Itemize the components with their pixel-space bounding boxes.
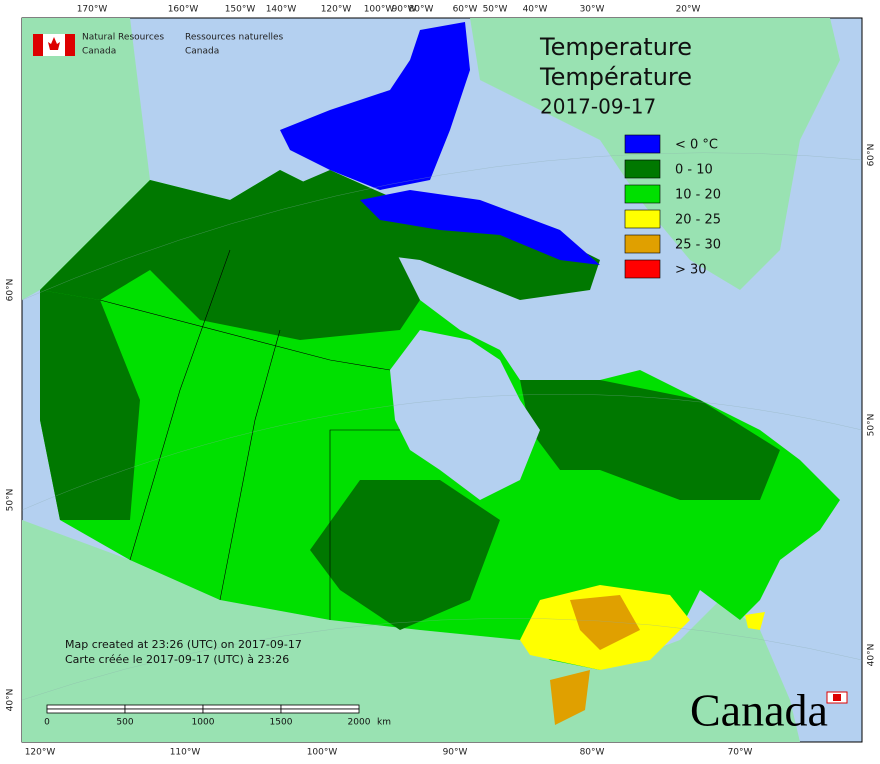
greenland: [470, 18, 840, 290]
scale-segment: [202, 708, 282, 714]
credit: Carte créée le 2017-09-17 (UTC) à 23:26: [65, 653, 289, 666]
scale-segment: [124, 704, 204, 710]
peninsula-hot: [550, 670, 590, 725]
legend-swatch: [624, 259, 661, 279]
scale-unit: km: [377, 718, 391, 728]
scale-label: 500: [116, 718, 133, 728]
south-hot: [570, 595, 640, 650]
top-label: 80°W: [409, 5, 434, 15]
scale-label: 2000: [348, 718, 371, 728]
top-label: 140°W: [266, 5, 297, 15]
right-label: 60°N: [867, 144, 877, 167]
generated: < 0 °C 0 - 10 10 - 20 20 - 25 25 - 30 > 30 170…: [6, 5, 877, 758]
scale-segment: [124, 708, 204, 714]
flag-band: [33, 34, 43, 56]
legend-label: 25 - 30: [675, 238, 721, 253]
dept-fr: Canada: [185, 47, 219, 57]
scale-segment: [46, 704, 126, 710]
bc-coast: [40, 290, 140, 520]
top-label: 150°W: [225, 5, 256, 15]
right-label: 50°N: [867, 414, 877, 437]
legend-label: 20 - 25: [675, 213, 721, 228]
top-label: 20°W: [676, 5, 701, 15]
border: [329, 429, 400, 620]
legend-label: 10 - 20: [675, 188, 721, 203]
legend-swatch: [624, 184, 661, 204]
ontario-north: [310, 480, 500, 630]
legend-label: 0 - 10: [675, 163, 713, 178]
right-label: 40°N: [867, 644, 877, 667]
legend-swatch: [624, 234, 661, 254]
dept-fr: Ressources naturelles: [185, 33, 284, 43]
scale-segment: [46, 708, 126, 714]
border: [129, 249, 231, 561]
bottom-label: 110°W: [170, 748, 201, 758]
wordmark: Canada: [690, 685, 828, 736]
arctic-cold-2: [360, 190, 600, 265]
top-label: 30°W: [580, 5, 605, 15]
top-label: 170°W: [77, 5, 108, 15]
legend-swatch: [624, 159, 661, 179]
hudson-bay: [390, 330, 540, 500]
top-label: 160°W: [168, 5, 199, 15]
credit: Map created at 23:26 (UTC) on 2017-09-17: [65, 638, 302, 651]
arctic-islands: [260, 170, 600, 300]
bottom-label: 80°W: [580, 748, 605, 758]
top-label: 60°W: [453, 5, 478, 15]
scale-label: 0: [44, 718, 50, 728]
top-label: 120°W: [321, 5, 352, 15]
border: [99, 299, 391, 371]
graticule-line: [21, 618, 863, 701]
legend-label: < 0 °C: [675, 138, 718, 153]
left-label: 60°N: [6, 279, 16, 302]
border: [219, 329, 281, 601]
legend-swatch: [624, 209, 661, 229]
top-label: 90°W: [392, 5, 417, 15]
left-label: 40°N: [6, 689, 16, 712]
dept-en: Canada: [82, 47, 116, 57]
graticule-line: [21, 394, 863, 511]
top-label: 40°W: [523, 5, 548, 15]
bottom-label: 100°W: [307, 748, 338, 758]
flag-leaf: [48, 37, 60, 50]
ns-warm: [745, 612, 765, 630]
arctic-cold: [280, 22, 470, 190]
graticule-line: [21, 152, 863, 301]
left-label: 50°N: [6, 489, 16, 512]
flag-band: [65, 34, 75, 56]
bottom-label: 70°W: [728, 748, 753, 758]
date: 2017-09-17: [540, 95, 656, 119]
title: Temperature: [539, 33, 692, 61]
bottom-label: 90°W: [443, 748, 468, 758]
scale-segment: [280, 704, 360, 710]
top-label: 100°W: [364, 5, 395, 15]
scale-segment: [280, 708, 360, 714]
wordmark-leaf: [833, 694, 841, 701]
alaska: [22, 18, 150, 300]
top-label: 50°W: [483, 5, 508, 15]
title: Température: [539, 63, 692, 91]
legend-label: > 30: [675, 263, 707, 278]
borders: [99, 249, 400, 620]
map-frame: Natural Resources Canada Ressources natu…: [21, 17, 863, 743]
usa: [22, 520, 800, 742]
scale-label: 1500: [270, 718, 293, 728]
dept-en: Natural Resources: [82, 33, 164, 43]
scale-segment: [202, 704, 282, 710]
scale-label: 1000: [192, 718, 215, 728]
quebec-north: [520, 380, 780, 500]
bottom-label: 120°W: [25, 748, 56, 758]
legend-swatch: [624, 134, 661, 154]
graticule: [21, 152, 863, 701]
